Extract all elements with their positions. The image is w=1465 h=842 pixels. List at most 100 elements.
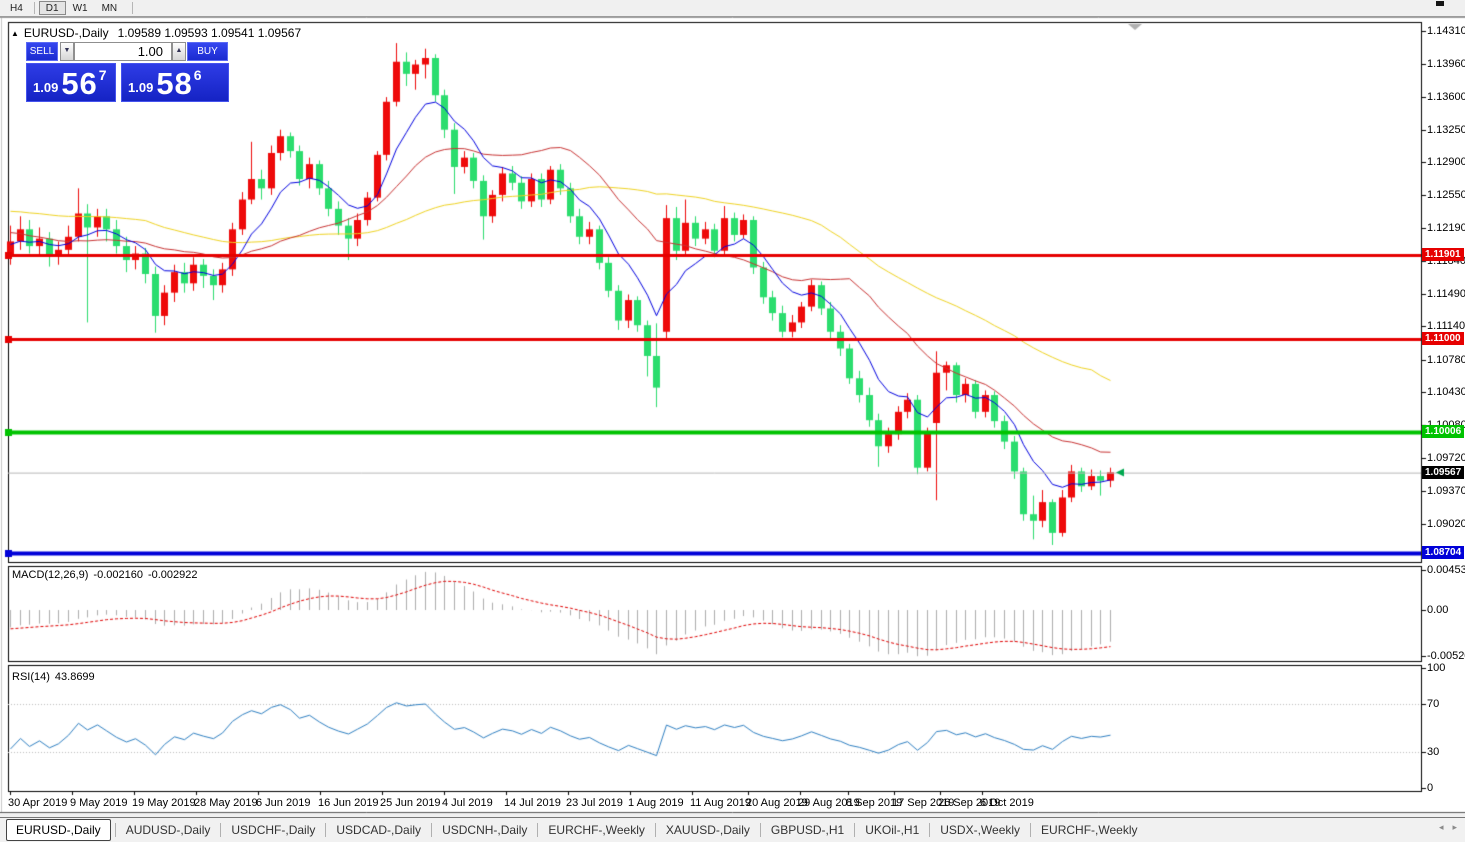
date-axis-label: 6 Jun 2019 xyxy=(256,797,311,809)
sell-price-box[interactable]: 1.09 56 7 xyxy=(26,63,116,102)
tab-separator xyxy=(759,823,761,837)
price-axis-tick-label: 1.10430 xyxy=(1427,386,1465,398)
buy-price-pip: 6 xyxy=(193,67,202,83)
symbol-tab-10[interactable]: USDX-,Weekly xyxy=(940,823,1021,837)
date-axis-label: 19 May 2019 xyxy=(132,797,196,809)
date-axis-label: 6 Oct 2019 xyxy=(980,797,1034,809)
symbol-tab-bar: EURUSD-,Daily AUDUSD-,Daily USDCHF-,Daily U… xyxy=(0,817,1465,842)
date-axis-label: 30 Apr 2019 xyxy=(8,797,68,809)
symbol-tab-8[interactable]: GBPUSD-,H1 xyxy=(770,823,845,837)
macd-axis-tick-label: 0.00 xyxy=(1427,604,1449,616)
chart-ohlc-values: 1.09589 1.09593 1.09541 1.09567 xyxy=(117,26,302,40)
price-level-badge: 1.08704 xyxy=(1422,546,1465,559)
sell-price-prefix: 1.09 xyxy=(33,80,59,95)
timeframe-button-h4[interactable]: H4 xyxy=(10,3,23,14)
macd-title: MACD(12,26,9) xyxy=(12,569,89,581)
date-axis-label: 20 Aug 2019 xyxy=(746,797,808,809)
tab-separator xyxy=(537,823,539,837)
sell-button[interactable]: SELL xyxy=(26,42,58,61)
rsi-indicator-label: RSI(14) 43.8699 xyxy=(12,671,100,683)
symbol-tab-3[interactable]: USDCHF-,Daily xyxy=(231,823,316,837)
timeframe-button-d1[interactable]: D1 xyxy=(38,1,66,15)
timeframe-toolbar: H4 D1 W1 MN xyxy=(0,0,1465,17)
date-axis-label: 28 May 2019 xyxy=(194,797,258,809)
macd-indicator-label: MACD(12,26,9) -0.002160 -0.002922 xyxy=(12,569,203,581)
price-axis-tick-label: 1.11490 xyxy=(1427,288,1465,300)
date-axis-label: 17 Sep 2019 xyxy=(892,797,955,809)
price-level-badge: 1.10006 xyxy=(1422,425,1465,438)
symbol-tab-11[interactable]: EURCHF-,Weekly xyxy=(1041,823,1138,837)
date-axis-label: 8 Sep 2019 xyxy=(846,797,903,809)
date-axis-label: 11 Aug 2019 xyxy=(690,797,751,809)
tab-separator xyxy=(431,823,433,837)
tab-separator xyxy=(114,823,116,837)
rsi-axis-tick-label: 100 xyxy=(1427,662,1446,674)
toolbar-separator xyxy=(33,2,35,14)
volume-increase-button[interactable]: ▲ xyxy=(172,42,186,61)
chart-symbol-label: EURUSD-,Daily xyxy=(23,26,109,40)
price-axis-tick-label: 1.13960 xyxy=(1427,58,1465,70)
tab-nav: ◂ ▸ xyxy=(1430,822,1457,833)
price-axis-tick-label: 1.12900 xyxy=(1427,156,1465,168)
date-axis-label: 16 Jun 2019 xyxy=(318,797,379,809)
symbol-tab-7[interactable]: XAUUSD-,Daily xyxy=(665,823,750,837)
tab-separator xyxy=(854,823,856,837)
price-axis-tick-label: 1.09720 xyxy=(1427,452,1465,464)
date-axis-label: 1 Aug 2019 xyxy=(628,797,684,809)
buy-button[interactable]: BUY xyxy=(187,42,228,61)
chart-header: ▲ EURUSD-,Daily 1.09589 1.09593 1.09541 1.… xyxy=(11,26,301,40)
rsi-title: RSI(14) xyxy=(12,671,50,683)
price-axis-tick-label: 1.09020 xyxy=(1427,518,1465,530)
symbol-tab-1[interactable]: EURUSD-,Daily xyxy=(6,819,111,841)
rsi-axis-tick-label: 70 xyxy=(1427,698,1440,710)
buy-price-main: 58 xyxy=(156,66,193,101)
buy-price-box[interactable]: 1.09 58 6 xyxy=(121,63,229,102)
price-axis-tick-label: 1.14310 xyxy=(1427,25,1465,37)
price-level-badge: 1.11000 xyxy=(1422,332,1464,345)
symbol-tab-6[interactable]: EURCHF-,Weekly xyxy=(548,823,645,837)
tab-separator xyxy=(220,823,222,837)
buy-price-prefix: 1.09 xyxy=(128,80,154,95)
date-axis-label: 14 Jul 2019 xyxy=(504,797,561,809)
tab-separator xyxy=(1030,823,1032,837)
price-axis-tick-label: 1.11140 xyxy=(1427,320,1465,332)
rsi-axis-tick-label: 0 xyxy=(1427,782,1434,794)
window-menu-icon[interactable] xyxy=(1436,1,1444,6)
tab-separator xyxy=(654,823,656,837)
symbol-tab-2[interactable]: AUDUSD-,Daily xyxy=(125,823,211,837)
rsi-value: 43.8699 xyxy=(54,671,95,683)
tab-separator xyxy=(929,823,931,837)
symbol-tab-5[interactable]: USDCNH-,Daily xyxy=(442,823,528,837)
timeframe-button-w1[interactable]: W1 xyxy=(72,3,88,14)
date-axis-label: 25 Jun 2019 xyxy=(380,797,441,809)
volume-input[interactable]: 1.00 xyxy=(74,42,172,61)
toolbar-separator xyxy=(132,2,134,14)
macd-axis-tick-label: 0.004536 xyxy=(1427,564,1465,576)
price-axis-tick-label: 1.13250 xyxy=(1427,124,1465,136)
macd-axis-tick-label: -0.005205 xyxy=(1427,650,1465,662)
macd-signal-value: -0.002922 xyxy=(147,569,198,581)
one-click-trade-panel: SELL ▼ 1.00 ▲ BUY 1.09 56 7 1.09 58 6 xyxy=(26,42,229,102)
price-axis-tick-label: 1.09370 xyxy=(1427,485,1465,497)
macd-main-value: -0.002160 xyxy=(93,569,143,581)
timeframe-button-mn[interactable]: MN xyxy=(101,3,118,14)
date-axis-label: 26 Sep 2019 xyxy=(938,797,1001,809)
chart-collapse-icon[interactable]: ▲ xyxy=(11,29,19,38)
rsi-axis-tick-label: 30 xyxy=(1427,746,1440,758)
sell-price-pip: 7 xyxy=(98,67,107,83)
tab-scroll-left-button[interactable]: ◂ xyxy=(1438,822,1444,832)
price-axis-tick-label: 1.13600 xyxy=(1427,91,1465,103)
price-level-badge: 1.11901 xyxy=(1422,248,1464,261)
price-axis-tick-label: 1.12190 xyxy=(1427,222,1465,234)
volume-decrease-button[interactable]: ▼ xyxy=(60,42,74,61)
price-axis-tick-label: 1.12550 xyxy=(1427,189,1465,201)
symbol-tab-9[interactable]: UKOil-,H1 xyxy=(865,823,920,837)
tab-scroll-right-button[interactable]: ▸ xyxy=(1452,822,1457,832)
date-axis-label: 29 Aug 2019 xyxy=(798,797,860,809)
sell-price-main: 56 xyxy=(61,66,98,101)
date-axis-label: 23 Jul 2019 xyxy=(566,797,623,809)
symbol-tab-4[interactable]: USDCAD-,Daily xyxy=(336,823,422,837)
date-axis-label: 4 Jul 2019 xyxy=(442,797,493,809)
price-level-badge: 1.09567 xyxy=(1422,466,1465,479)
